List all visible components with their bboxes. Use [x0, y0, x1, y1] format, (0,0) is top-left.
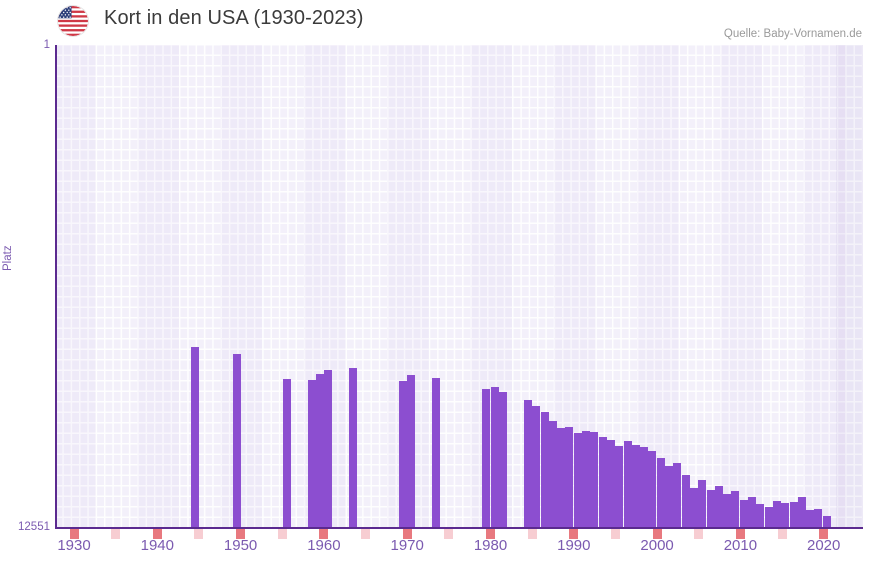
bar[interactable]	[582, 431, 590, 528]
bar[interactable]	[490, 387, 499, 528]
x-tick-label: 1990	[557, 537, 591, 554]
half-decade-marker	[527, 529, 537, 539]
half-decade-marker	[444, 529, 454, 539]
bar[interactable]	[282, 379, 291, 528]
bar[interactable]	[407, 375, 416, 528]
bar[interactable]	[606, 440, 615, 528]
bar[interactable]	[689, 488, 698, 528]
bar[interactable]	[482, 389, 491, 528]
bar[interactable]	[681, 475, 690, 528]
half-decade-marker	[277, 529, 287, 539]
bar[interactable]	[806, 510, 815, 528]
bar[interactable]	[565, 427, 574, 528]
bar[interactable]	[399, 381, 408, 528]
half-decade-marker	[194, 529, 204, 539]
bar[interactable]	[548, 421, 557, 528]
y-tick-label-bottom: 12551	[18, 521, 50, 533]
decade-marker	[486, 529, 495, 539]
bar[interactable]	[623, 441, 632, 528]
x-tick-label: 1940	[140, 537, 174, 554]
decade-marker	[152, 529, 162, 539]
bar[interactable]	[615, 446, 624, 528]
decade-marker	[236, 529, 246, 539]
decade-marker	[819, 529, 829, 539]
bar[interactable]	[789, 502, 798, 528]
bar[interactable]	[557, 428, 566, 528]
half-decade-marker	[777, 529, 787, 539]
bar[interactable]	[665, 466, 673, 528]
half-decade-marker	[694, 529, 704, 539]
us-flag-icon	[58, 6, 88, 36]
bar[interactable]	[814, 509, 823, 528]
bar[interactable]	[523, 400, 532, 528]
bar[interactable]	[822, 516, 831, 528]
y-axis-line	[55, 45, 57, 529]
decade-marker	[652, 529, 662, 539]
bar[interactable]	[797, 497, 806, 528]
bar[interactable]	[498, 392, 507, 528]
x-tick-label: 1960	[307, 537, 341, 554]
half-decade-marker	[361, 529, 371, 539]
bar[interactable]	[631, 445, 640, 528]
x-axis-line	[55, 527, 863, 529]
bar[interactable]	[714, 486, 723, 528]
bar[interactable]	[598, 437, 607, 528]
x-tick-label: 2020	[807, 537, 841, 554]
x-tick-label: 1980	[473, 537, 508, 554]
bar[interactable]	[590, 432, 599, 528]
x-tick-label: 1930	[57, 537, 91, 554]
bar[interactable]	[648, 451, 657, 528]
bar[interactable]	[781, 503, 790, 528]
bar[interactable]	[764, 507, 773, 528]
x-tick-label: 2000	[640, 537, 674, 554]
bar[interactable]	[232, 354, 241, 528]
x-tick-label: 1950	[223, 537, 258, 554]
bar[interactable]	[706, 490, 715, 528]
x-tick-label: 2010	[723, 537, 758, 554]
x-tick-label: 1970	[390, 537, 424, 554]
y-axis-title: Platz	[2, 245, 14, 271]
chart-header: Kort in den USA (1930-2023) Quelle: Baby…	[0, 0, 873, 45]
y-tick-label-top: 1	[43, 39, 50, 51]
bar[interactable]	[772, 501, 781, 528]
decade-marker	[569, 529, 579, 539]
bar[interactable]	[315, 374, 324, 528]
bar[interactable]	[307, 380, 316, 528]
no-data-shaded-region	[836, 45, 863, 528]
decade-marker	[69, 529, 79, 539]
half-decade-marker	[111, 529, 121, 539]
bar[interactable]	[756, 504, 765, 528]
bar[interactable]	[324, 370, 333, 528]
bar[interactable]	[191, 347, 199, 528]
grid-bands	[55, 45, 863, 528]
plot-area	[55, 45, 863, 528]
bar[interactable]	[698, 480, 707, 528]
bar[interactable]	[573, 433, 582, 528]
bar[interactable]	[349, 368, 358, 528]
decade-marker	[319, 529, 329, 539]
page-title: Kort in den USA (1930-2023)	[104, 7, 364, 29]
gridlines	[55, 45, 863, 528]
bar[interactable]	[532, 406, 541, 528]
bar[interactable]	[640, 447, 649, 528]
decade-marker	[402, 529, 412, 539]
source-attribution: Quelle: Baby-Vornamen.de	[723, 28, 862, 40]
decade-marker	[735, 529, 745, 539]
bar[interactable]	[748, 497, 756, 528]
bar[interactable]	[723, 494, 732, 528]
bar[interactable]	[673, 463, 682, 528]
bar[interactable]	[432, 378, 441, 528]
bar[interactable]	[656, 458, 665, 528]
half-decade-marker	[610, 529, 620, 539]
bar[interactable]	[540, 412, 549, 528]
bar[interactable]	[731, 491, 740, 528]
bar[interactable]	[739, 500, 748, 528]
